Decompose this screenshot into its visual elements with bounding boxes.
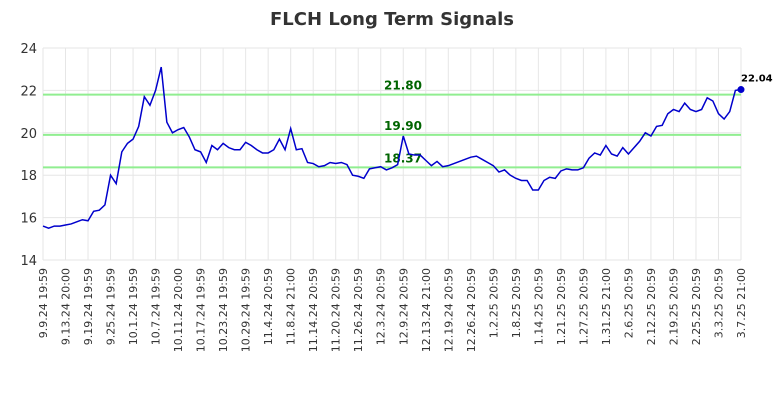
- reference-label: 19.90: [384, 119, 422, 133]
- x-tick-label: 10.11.24 20:00: [172, 268, 185, 352]
- x-tick-label: 3.7.25 21:00: [735, 268, 748, 338]
- x-tick-label: 11.4.24 20:59: [262, 268, 275, 345]
- last-point: [737, 86, 745, 94]
- x-tick-label: 3.3.25 20:59: [712, 268, 725, 338]
- x-tick-label: 11.26.24 20:59: [352, 268, 365, 352]
- x-tick-label: 12.13.24 21:00: [420, 268, 433, 352]
- x-tick-label: 9.25.24 19:59: [105, 268, 118, 345]
- x-tick-label: 1.14.25 20:59: [532, 268, 545, 345]
- chart-title: FLCH Long Term Signals: [270, 9, 514, 30]
- x-tick-label: 10.7.24 19:59: [150, 268, 163, 345]
- x-tick-label: 1.27.25 20:59: [577, 268, 590, 345]
- x-tick-label: 9.9.24 19:59: [37, 268, 50, 338]
- x-tick-label: 2.12.25 20:59: [645, 268, 658, 345]
- x-tick-label: 2.6.25 20:59: [622, 268, 635, 338]
- x-tick-label: 12.3.24 20:59: [375, 268, 388, 345]
- y-tick-label: 22: [20, 84, 37, 99]
- y-tick-label: 14: [20, 254, 37, 269]
- x-tick-label: 1.31.25 21:00: [600, 268, 613, 345]
- x-tick-label: 12.26.24 20:59: [465, 268, 478, 352]
- y-tick-label: 18: [20, 169, 37, 184]
- x-tick-label: 12.9.24 20:59: [397, 268, 410, 345]
- x-tick-label: 10.29.24 19:59: [240, 268, 253, 352]
- x-tick-label: 10.1.24 19:59: [127, 268, 140, 345]
- x-tick-label: 2.25.25 20:59: [690, 268, 703, 345]
- y-tick-label: 24: [20, 42, 37, 57]
- x-tick-label: 9.19.24 19:59: [82, 268, 95, 345]
- x-tick-label: 1.21.25 20:59: [555, 268, 568, 345]
- x-tick-label: 1.8.25 20:59: [510, 268, 523, 338]
- last-value-label: 22.04: [741, 74, 773, 85]
- price-line: [42, 66, 742, 230]
- reference-label: 21.80: [384, 79, 422, 93]
- x-tick-label: 11.14.24 20:59: [307, 268, 320, 352]
- x-tick-label: 9.13.24 20:00: [60, 268, 73, 345]
- x-tick-label: 10.23.24 19:59: [217, 268, 230, 352]
- x-tick-label: 2.19.25 20:59: [667, 268, 680, 345]
- x-tick-label: 12.19.24 20:59: [442, 268, 455, 352]
- x-tick-label: 1.2.25 20:59: [487, 268, 500, 338]
- y-tick-label: 16: [20, 212, 37, 227]
- x-tick-label: 11.20.24 20:59: [330, 268, 343, 352]
- reference-label: 18.37: [384, 151, 422, 165]
- x-tick-label: 10.17.24 19:59: [195, 268, 208, 352]
- y-tick-label: 20: [20, 127, 37, 142]
- x-tick-label: 11.8.24 21:00: [285, 268, 298, 345]
